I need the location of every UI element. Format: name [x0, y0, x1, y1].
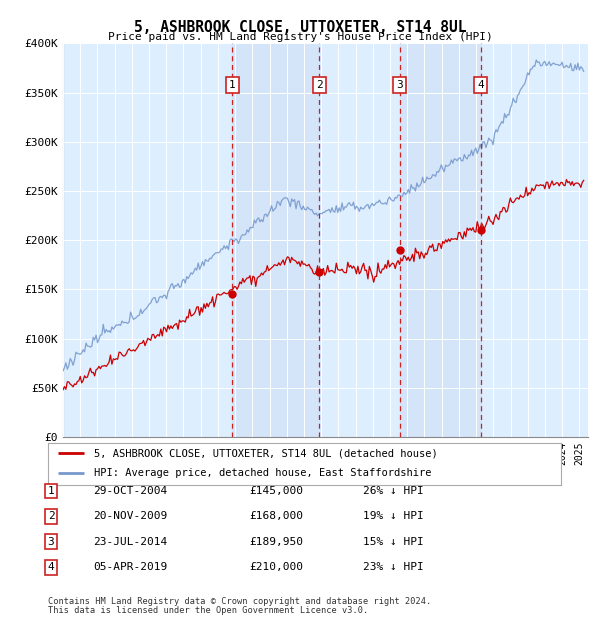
Text: 23% ↓ HPI: 23% ↓ HPI [363, 562, 424, 572]
Text: 1: 1 [229, 80, 236, 90]
Text: 2: 2 [47, 512, 55, 521]
Text: £168,000: £168,000 [249, 512, 303, 521]
Text: 5, ASHBROOK CLOSE, UTTOXETER, ST14 8UL (detached house): 5, ASHBROOK CLOSE, UTTOXETER, ST14 8UL (… [94, 448, 438, 458]
Text: 29-OCT-2004: 29-OCT-2004 [93, 486, 167, 496]
Bar [232, 43, 319, 437]
Text: 1: 1 [47, 486, 55, 496]
Text: 2: 2 [316, 80, 323, 90]
Bar [400, 43, 481, 437]
Text: This data is licensed under the Open Government Licence v3.0.: This data is licensed under the Open Gov… [48, 606, 368, 615]
Text: £210,000: £210,000 [249, 562, 303, 572]
Text: Price paid vs. HM Land Registry's House Price Index (HPI): Price paid vs. HM Land Registry's House … [107, 32, 493, 42]
Text: 26% ↓ HPI: 26% ↓ HPI [363, 486, 424, 496]
Text: 15% ↓ HPI: 15% ↓ HPI [363, 537, 424, 547]
Text: 3: 3 [47, 537, 55, 547]
Text: Contains HM Land Registry data © Crown copyright and database right 2024.: Contains HM Land Registry data © Crown c… [48, 597, 431, 606]
Text: 19% ↓ HPI: 19% ↓ HPI [363, 512, 424, 521]
Text: 05-APR-2019: 05-APR-2019 [93, 562, 167, 572]
Text: 23-JUL-2014: 23-JUL-2014 [93, 537, 167, 547]
Text: 4: 4 [477, 80, 484, 90]
Text: 4: 4 [47, 562, 55, 572]
Text: £189,950: £189,950 [249, 537, 303, 547]
Text: 5, ASHBROOK CLOSE, UTTOXETER, ST14 8UL: 5, ASHBROOK CLOSE, UTTOXETER, ST14 8UL [134, 20, 466, 35]
Text: 3: 3 [397, 80, 403, 90]
Text: £145,000: £145,000 [249, 486, 303, 496]
Text: HPI: Average price, detached house, East Staffordshire: HPI: Average price, detached house, East… [94, 468, 431, 478]
Text: 20-NOV-2009: 20-NOV-2009 [93, 512, 167, 521]
